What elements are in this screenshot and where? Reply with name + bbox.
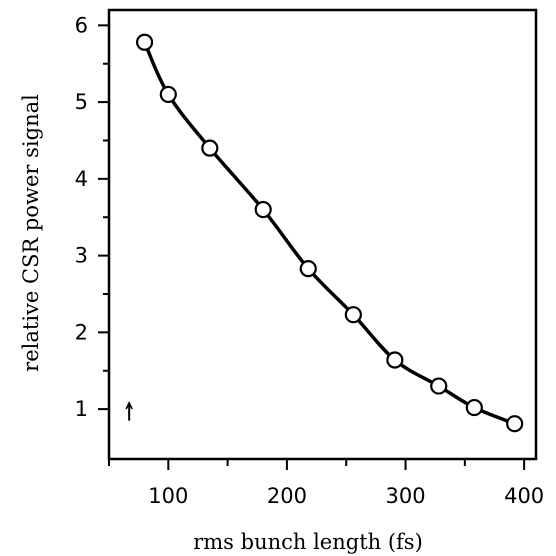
x-tick-label: 400 — [504, 484, 544, 508]
data-point — [135, 33, 154, 51]
data-point — [299, 260, 317, 278]
data-point — [344, 306, 362, 324]
data-point — [430, 377, 448, 395]
arrow-head — [125, 401, 133, 410]
ticks-layer: 100 200 300 400 1 2 3 4 5 6 — [75, 13, 545, 508]
data-point — [254, 200, 272, 219]
x-tick-label: 200 — [267, 484, 307, 508]
y-tick-label: 3 — [75, 244, 88, 268]
annotations-layer — [125, 401, 133, 421]
y-tick-label: 6 — [75, 13, 88, 37]
y-tick-label: 5 — [75, 90, 88, 114]
plot-border — [107, 8, 538, 461]
y-tick-label: 1 — [75, 397, 88, 421]
x-tick-label: 300 — [385, 484, 425, 508]
series-layer — [135, 33, 524, 433]
data-point — [386, 351, 404, 369]
y-axis-title: relative CSR power signal — [19, 94, 43, 372]
plot-frame — [107, 8, 538, 461]
x-axis-title: rms bunch length (fs) — [193, 530, 423, 554]
data-point — [201, 139, 219, 157]
x-tick-label: 100 — [148, 484, 188, 508]
series-line — [142, 40, 517, 426]
y-tick-label: 2 — [75, 320, 88, 344]
y-tick-label: 4 — [75, 167, 88, 191]
data-point — [465, 398, 483, 417]
data-point — [159, 85, 177, 104]
data-point — [506, 415, 524, 433]
